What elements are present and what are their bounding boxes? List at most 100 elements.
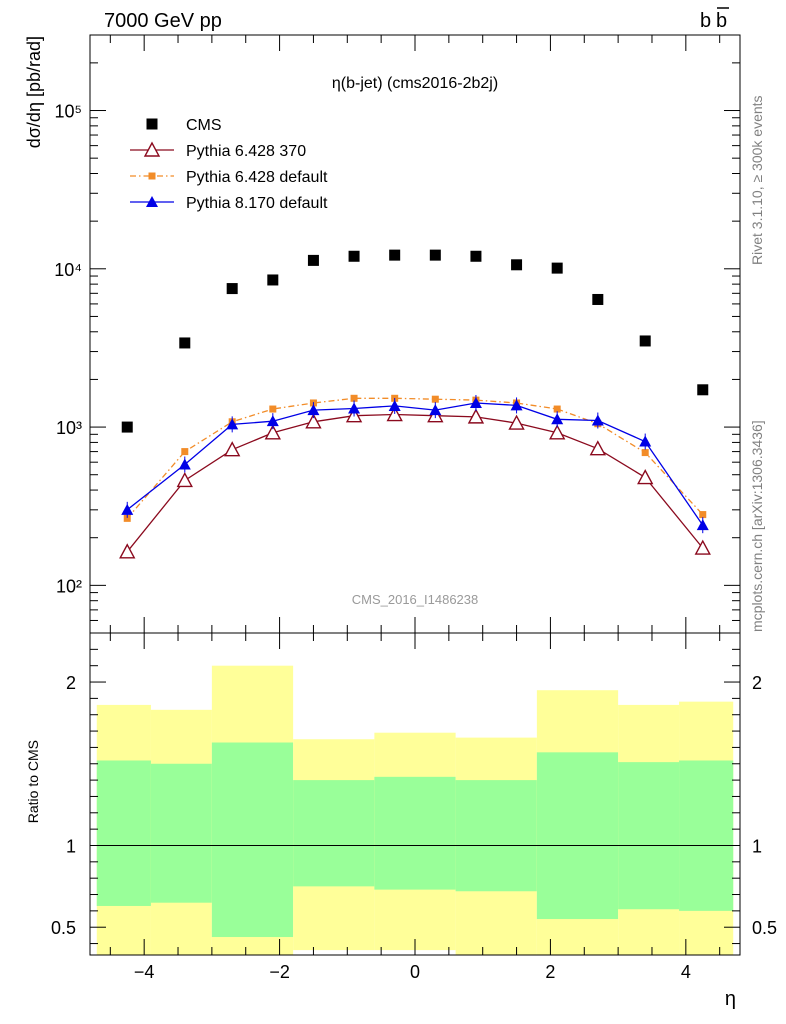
- svg-text:b: b: [700, 10, 711, 32]
- data-point: [389, 249, 401, 261]
- legend-marker: [146, 118, 158, 130]
- series-line: [126, 413, 704, 553]
- uncertainty-band-green: [618, 762, 680, 910]
- series-line: [126, 402, 704, 526]
- uncertainty-band-green: [96, 760, 151, 906]
- data-point: [348, 402, 361, 414]
- legend-label: Pythia 6.428 370: [186, 143, 306, 160]
- x-tick-label: 4: [681, 962, 691, 982]
- legend-marker: [146, 196, 158, 207]
- data-point: [470, 250, 482, 262]
- data-point: [508, 414, 525, 430]
- uncertainty-band-green: [293, 780, 375, 887]
- legend-label: Pythia 6.428 default: [186, 169, 328, 186]
- y-axis-label: dσ/dη [pb/rad]: [24, 36, 44, 148]
- series-line: [126, 397, 704, 519]
- uncertainty-band-green: [679, 760, 734, 911]
- legend-entry: Pythia 6.428 default: [130, 169, 328, 186]
- data-point: [699, 511, 707, 519]
- ratio-y-tick-label-right: 1: [752, 836, 762, 856]
- main-plot-series: [119, 249, 711, 559]
- data-point: [388, 399, 401, 411]
- data-point: [553, 405, 561, 413]
- uncertainty-band-green: [150, 763, 212, 903]
- data-point: [639, 435, 652, 447]
- legend-entry: CMS: [146, 117, 222, 134]
- data-point: [694, 539, 711, 555]
- data-point: [267, 274, 279, 286]
- data-point: [305, 413, 322, 429]
- data-point: [511, 259, 523, 271]
- y-tick-label: 10²: [56, 576, 82, 596]
- ratio-plot-panel: 0.5 0.5 1 1 2 2 −4 −2 0 2 4 Ratio to CMS η: [25, 632, 777, 1010]
- ratio-y-axis-label: Ratio to CMS: [25, 740, 41, 823]
- data-point: [469, 396, 482, 408]
- ratio-plot-ticks: 0.5 0.5 1 1 2 2 −4 −2 0 2 4: [51, 633, 777, 982]
- svg-text:b: b: [716, 10, 727, 32]
- main-plot-panel: 10² 10³ 10⁴ 10⁵ η(b-jet) (cms2016-2b2j) CMS…: [24, 34, 741, 634]
- uncertainty-band-green: [536, 752, 619, 920]
- legend-label: CMS: [186, 117, 222, 134]
- series-pythia-8-170-default: [121, 394, 709, 534]
- legend-marker: [148, 172, 156, 180]
- energy-label: 7000 GeV pp: [104, 10, 222, 32]
- legend-entry: Pythia 8.170 default: [130, 195, 328, 212]
- data-point: [123, 514, 131, 522]
- ratio-y-tick-label: 2: [66, 673, 76, 693]
- data-point: [467, 408, 485, 424]
- main-plot-ticks: 10² 10³ 10⁴ 10⁵: [54, 34, 740, 634]
- data-point: [697, 384, 709, 396]
- series-pythia-6-428-default: [123, 394, 707, 522]
- data-point: [429, 249, 441, 261]
- plot-title: η(b-jet) (cms2016-2b2j): [332, 75, 498, 92]
- data-point: [551, 413, 564, 425]
- x-axis-label: η: [725, 988, 736, 1010]
- x-tick-label: −2: [269, 962, 290, 982]
- data-point: [589, 440, 606, 456]
- data-point: [226, 418, 239, 430]
- data-point: [348, 250, 360, 262]
- data-point: [592, 293, 604, 305]
- legend-marker: [143, 141, 161, 157]
- x-tick-label: −4: [134, 962, 155, 982]
- data-point: [307, 404, 320, 416]
- data-point: [307, 254, 319, 266]
- data-point: [549, 424, 566, 440]
- y-tick-label: 10³: [56, 418, 82, 438]
- data-point: [179, 337, 191, 349]
- ratio-y-tick-label: 1: [66, 836, 76, 856]
- data-point: [350, 394, 358, 402]
- legend: CMS Pythia 6.428 370 Pythia 6.428 default P…: [130, 117, 328, 212]
- data-point: [429, 404, 442, 416]
- data-point: [637, 469, 654, 485]
- ratio-y-tick-label: 0.5: [51, 918, 76, 938]
- data-point: [696, 519, 709, 531]
- data-point: [226, 283, 238, 295]
- uncertainty-band-green: [374, 776, 456, 890]
- data-point: [266, 415, 279, 427]
- y-tick-label: 10⁵: [55, 102, 82, 122]
- mcplots-label: mcplots.cern.ch [arXiv:1306.3436]: [749, 420, 765, 632]
- data-point: [181, 448, 189, 456]
- data-point: [510, 399, 523, 411]
- data-point: [591, 414, 604, 426]
- legend-entry: Pythia 6.428 370: [130, 141, 306, 160]
- data-point: [224, 441, 241, 457]
- series-cms: [121, 249, 709, 433]
- analysis-watermark: CMS_2016_I1486238: [352, 592, 479, 607]
- data-point: [264, 424, 281, 440]
- data-point: [551, 262, 563, 274]
- data-point: [121, 503, 134, 515]
- uncertainty-band-green: [455, 780, 537, 892]
- legend-label: Pythia 8.170 default: [186, 195, 328, 212]
- data-point: [121, 421, 133, 433]
- data-point: [178, 458, 191, 470]
- x-tick-label: 0: [410, 962, 420, 982]
- data-point: [431, 395, 439, 403]
- rivet-version-label: Rivet 3.1.10, ≥ 300k events: [749, 95, 765, 265]
- ratio-y-tick-label-right: 2: [752, 673, 762, 693]
- y-tick-label: 10⁴: [54, 260, 82, 280]
- series-pythia-6-428-370: [119, 406, 711, 559]
- data-point: [641, 449, 649, 457]
